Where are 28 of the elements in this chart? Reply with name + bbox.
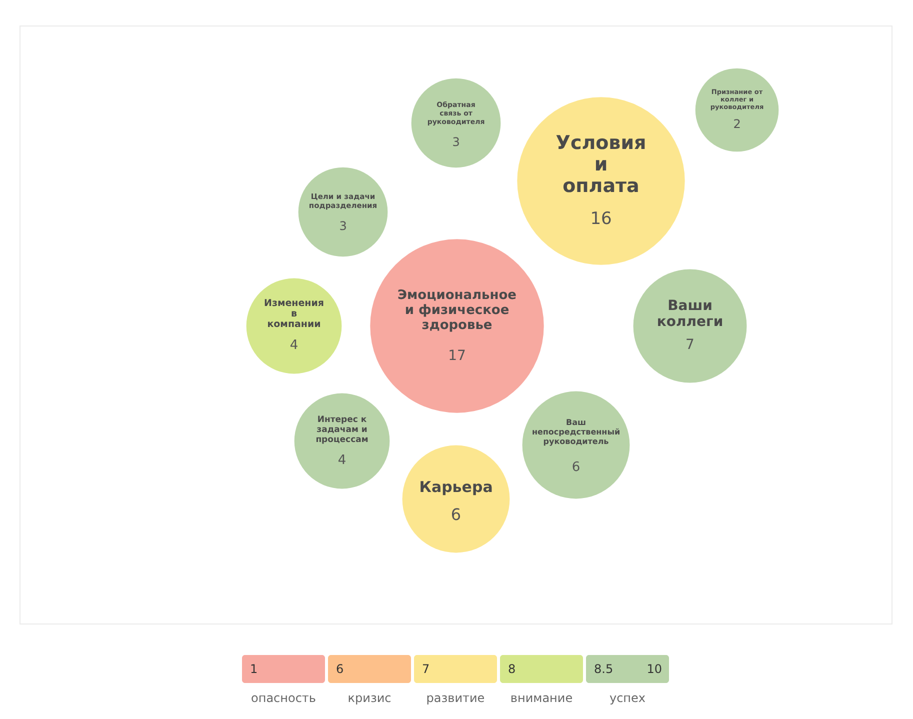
text: успех — [609, 691, 646, 705]
category-label: Интерес к задачам и процессам — [316, 415, 368, 445]
text: внимание — [510, 691, 573, 705]
text: 8 — [508, 662, 516, 676]
data-label: 17 — [448, 348, 466, 364]
text: 10 — [646, 662, 662, 676]
data-label: 4 — [338, 453, 346, 468]
category-label: Изменения в компании — [264, 298, 324, 330]
data-label: 16 — [590, 209, 612, 229]
category-label: Эмоциональное и физическое здоровье — [398, 288, 517, 333]
data-label: 4 — [290, 338, 298, 353]
text: 6 — [336, 662, 344, 676]
text: 1 — [250, 662, 258, 676]
category-label: Условия и оплата — [556, 132, 646, 197]
data-label: 2 — [733, 117, 741, 131]
data-label: 6 — [450, 505, 462, 524]
category-label: Карьера — [419, 478, 493, 496]
data-label: 3 — [452, 135, 460, 149]
text: кризис — [348, 691, 392, 705]
data-label: 7 — [686, 337, 694, 353]
category-label: Ваш непосредственный руководитель — [532, 418, 620, 446]
data-label: 3 — [339, 219, 347, 233]
text: развитие — [426, 691, 485, 705]
data-label: 6 — [572, 460, 580, 475]
text: 8.5 — [594, 662, 614, 676]
category-label: Ваши коллеги — [656, 298, 724, 330]
text: 7 — [422, 662, 430, 676]
text: опасность — [251, 691, 316, 705]
